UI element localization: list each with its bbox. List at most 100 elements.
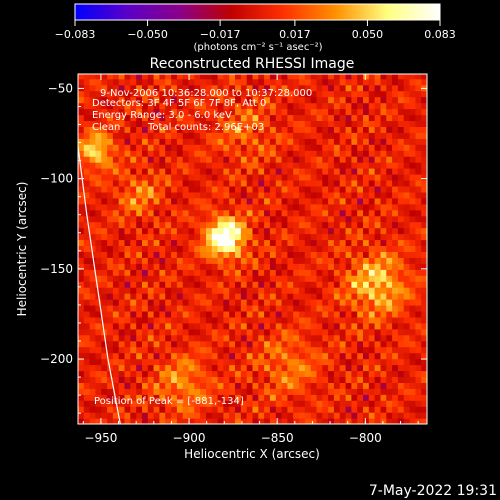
heatmap-cell: [374, 173, 381, 181]
heatmap-cell: [392, 376, 399, 383]
heatmap-cell: [380, 275, 387, 282]
heatmap-cell: [235, 257, 242, 264]
heatmap-cell: [235, 185, 242, 193]
heatmap-cell: [328, 263, 335, 270]
heatmap-cell: [339, 316, 347, 324]
heatmap-cell: [194, 358, 201, 366]
heatmap-cell: [89, 316, 96, 324]
heatmap-cell: [171, 263, 178, 270]
heatmap-cell: [363, 388, 370, 395]
heatmap-cell: [409, 138, 416, 145]
heatmap-cell: [386, 245, 393, 252]
heatmap-cell: [182, 233, 190, 241]
heatmap-cell: [258, 418, 265, 424]
heatmap-cell: [182, 412, 190, 419]
heatmap-cell: [95, 144, 102, 151]
heatmap-cell: [427, 114, 433, 121]
heatmap-cell: [380, 138, 387, 145]
heatmap-cell: [275, 138, 283, 145]
heatmap-cell: [293, 132, 300, 139]
heatmap-cell: [374, 138, 381, 145]
heatmap-cell: [101, 263, 108, 270]
heatmap-cell: [258, 257, 265, 264]
heatmap-cell: [427, 198, 433, 205]
heatmap-cell: [159, 376, 166, 383]
heatmap-cell: [165, 334, 172, 342]
heatmap-cell: [217, 215, 224, 223]
heatmap-cell: [386, 310, 393, 318]
heatmap-cell: [252, 412, 259, 419]
heatmap-cell: [142, 334, 149, 342]
heatmap-cell: [363, 215, 370, 223]
heatmap-cell: [211, 370, 219, 377]
heatmap-cell: [107, 382, 114, 389]
heatmap-cell: [176, 185, 184, 193]
heatmap-cell: [409, 156, 416, 163]
heatmap-cell: [316, 132, 323, 139]
heatmap-cell: [136, 209, 143, 217]
heatmap-cell: [345, 334, 352, 342]
heatmap-cell: [299, 269, 306, 276]
heatmap-cell: [142, 96, 149, 104]
heatmap-cell: [304, 281, 312, 288]
heatmap-cell: [252, 328, 259, 336]
heatmap-cell: [112, 263, 120, 270]
heatmap-cell: [142, 394, 149, 401]
heatmap-cell: [240, 144, 248, 151]
heatmap-cell: [83, 138, 91, 145]
heatmap-cell: [397, 322, 405, 330]
heatmap-cell: [107, 120, 114, 127]
heatmap-cell: [240, 275, 248, 282]
heatmap-cell: [409, 400, 416, 407]
heatmap-cell: [229, 185, 236, 193]
heatmap-cell: [229, 138, 236, 145]
heatmap-cell: [264, 168, 271, 175]
heatmap-cell: [287, 108, 294, 116]
heatmap-cell: [124, 156, 131, 163]
heatmap-cell: [258, 150, 265, 157]
heatmap-cell: [118, 334, 126, 342]
heatmap-cell: [357, 322, 364, 330]
heatmap-cell: [328, 203, 335, 211]
heatmap-cell: [118, 185, 126, 193]
heatmap-cell: [223, 370, 230, 377]
heatmap-cell: [304, 257, 312, 264]
heatmap-cell: [392, 144, 399, 151]
heatmap-cell: [357, 126, 364, 133]
heatmap-cell: [415, 108, 422, 116]
heatmap-cell: [200, 239, 207, 246]
heatmap-cell: [229, 179, 236, 187]
heatmap-cell: [403, 102, 411, 110]
heatmap-cell: [287, 310, 294, 318]
heatmap-cell: [223, 400, 230, 407]
heatmap-cell: [264, 102, 271, 110]
heatmap-cell: [374, 394, 381, 401]
heatmap-cell: [415, 340, 422, 348]
heatmap-cell: [147, 144, 155, 151]
heatmap-cell: [275, 102, 283, 110]
heatmap-cell: [275, 281, 283, 288]
heatmap-cell: [403, 74, 411, 80]
heatmap-cell: [264, 90, 271, 98]
heatmap-cell: [136, 316, 143, 324]
heatmap-cell: [136, 215, 143, 223]
heatmap-cell: [392, 346, 399, 354]
heatmap-cell: [328, 275, 335, 282]
heatmap-cell: [246, 293, 254, 300]
heatmap-cell: [147, 90, 155, 98]
heatmap-cell: [368, 74, 376, 80]
heatmap-cell: [130, 334, 137, 342]
heatmap-cell: [258, 173, 265, 181]
heatmap-cell: [427, 311, 433, 318]
heatmap-cell: [322, 346, 329, 354]
heatmap-cell: [89, 310, 96, 318]
heatmap-cell: [153, 209, 160, 217]
heatmap-cell: [136, 132, 143, 139]
heatmap-cell: [403, 394, 411, 401]
heatmap-cell: [240, 322, 248, 330]
heatmap-cell: [176, 400, 184, 407]
heatmap-cell: [415, 316, 422, 324]
heatmap-cell: [380, 156, 387, 163]
heatmap-cell: [130, 78, 137, 86]
heatmap-cell: [322, 74, 329, 80]
